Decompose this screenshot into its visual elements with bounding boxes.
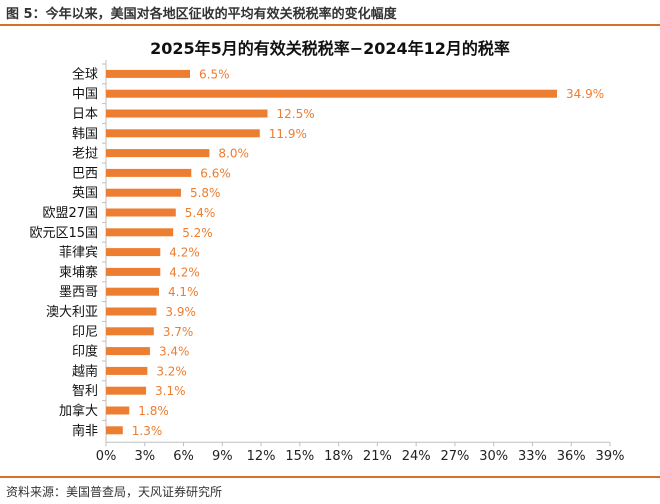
value-label: 1.3%	[132, 424, 163, 438]
top-rule	[0, 24, 660, 26]
value-label: 34.9%	[566, 87, 604, 101]
figure-caption: 图 5：今年以来，美国对各地区征收的平均有效关税税率的变化幅度	[6, 7, 397, 22]
category-label: 智利	[72, 384, 98, 399]
bottom-rule	[0, 476, 660, 478]
x-tick-label: 21%	[363, 449, 392, 464]
bar	[106, 267, 161, 276]
value-label: 3.7%	[163, 325, 194, 339]
value-label: 4.2%	[169, 246, 200, 260]
x-tick-label: 36%	[557, 449, 586, 464]
bar	[106, 109, 268, 118]
value-label: 12.5%	[277, 107, 315, 121]
category-label: 澳大利亚	[46, 304, 98, 320]
x-tick-label: 27%	[440, 449, 469, 464]
category-label: 印度	[72, 344, 98, 360]
bar	[106, 347, 150, 356]
category-label: 加拿大	[59, 403, 98, 419]
category-label: 印尼	[72, 325, 98, 340]
bar	[106, 168, 192, 177]
bar	[106, 208, 176, 217]
category-label: 老挝	[72, 147, 98, 162]
x-tick-label: 30%	[479, 449, 508, 464]
value-label: 6.5%	[199, 67, 230, 81]
x-tick-label: 33%	[518, 449, 547, 464]
x-tick-label: 24%	[402, 449, 431, 464]
value-label: 3.1%	[155, 384, 186, 398]
bar	[106, 228, 174, 237]
x-tick-label: 6%	[173, 449, 194, 464]
chart-title: 2025年5月的有效关税税率−2024年12月的税率	[150, 39, 510, 58]
x-tick-label: 15%	[285, 449, 314, 464]
category-label: 南非	[72, 423, 98, 439]
bar	[106, 287, 159, 296]
bar	[106, 366, 148, 375]
category-label: 菲律宾	[59, 245, 98, 261]
bar	[106, 89, 558, 98]
bar	[106, 406, 130, 415]
category-label: 巴西	[72, 166, 98, 181]
x-tick-label: 18%	[324, 449, 353, 464]
value-label: 3.9%	[165, 305, 196, 319]
value-label: 4.2%	[169, 265, 200, 279]
labels-layer: 全球 6.5% 中国 34.9% 日本 12.5% 韩国 11.9% 老挝 8.0% 巴西 6.6% 英…	[29, 66, 604, 438]
bar	[106, 69, 190, 78]
category-label: 柬埔寨	[59, 264, 98, 280]
value-label: 3.4%	[159, 345, 190, 359]
value-label: 5.4%	[185, 206, 216, 220]
x-tick-label: 39%	[596, 449, 625, 464]
category-label: 墨西哥	[59, 285, 98, 300]
source-note: 资料来源：美国普查局，天风证券研究所	[6, 485, 223, 499]
bars-layer	[106, 69, 558, 435]
bar	[106, 149, 210, 158]
bar	[106, 386, 147, 395]
x-tick-label: 0%	[96, 449, 117, 464]
category-label: 日本	[72, 107, 98, 122]
value-label: 5.2%	[182, 226, 213, 240]
value-label: 3.2%	[156, 364, 187, 378]
value-label: 11.9%	[269, 127, 307, 141]
category-label: 韩国	[72, 127, 98, 142]
bar	[106, 307, 157, 316]
category-label: 欧盟27国	[42, 206, 98, 221]
bar	[106, 248, 161, 257]
x-tick-label: 9%	[212, 449, 233, 464]
x-tick-label: 3%	[134, 449, 155, 464]
category-label: 英国	[72, 186, 98, 201]
value-label: 5.8%	[190, 186, 221, 200]
x-tick-label: 12%	[247, 449, 276, 464]
bar	[106, 188, 181, 197]
value-label: 4.1%	[168, 285, 199, 299]
bar-chart: 0% 3% 6% 9% 12% 15% 18% 21% 24% 27% 30% 33% 36% 39% 全…	[29, 60, 625, 464]
bar	[106, 129, 260, 138]
bar	[106, 327, 154, 336]
category-label: 越南	[72, 363, 98, 379]
axis-layer: 0% 3% 6% 9% 12% 15% 18% 21% 24% 27% 30% 33% 36% 39%	[96, 60, 625, 464]
bar	[106, 426, 123, 435]
value-label: 1.8%	[138, 404, 169, 418]
category-label: 欧元区15国	[29, 226, 98, 241]
category-label: 中国	[72, 87, 98, 102]
value-label: 6.6%	[200, 166, 231, 180]
value-label: 8.0%	[218, 147, 249, 161]
category-label: 全球	[72, 66, 98, 82]
